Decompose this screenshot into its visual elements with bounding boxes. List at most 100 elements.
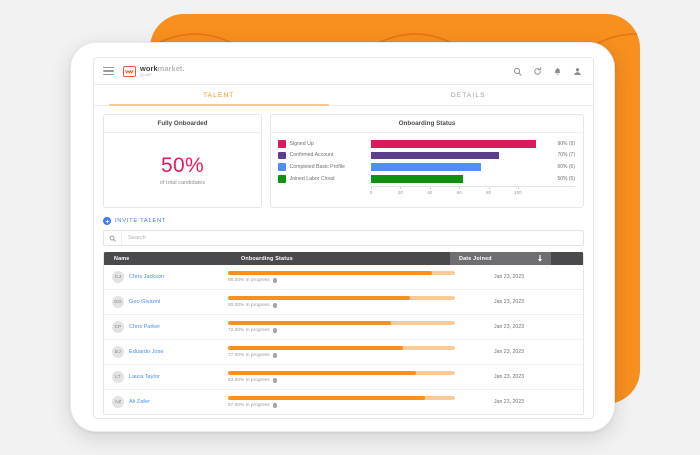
progress-caption: 90.00% In progress [228, 278, 455, 283]
legend-color-swatch [278, 163, 286, 171]
logo-subtitle: by ADP [140, 72, 152, 77]
search-icon [104, 231, 122, 245]
chart-plot-area: 90% (9) 70% (7) 60% (6) 50% (5) 0 20 40 60 80 10… [369, 139, 575, 205]
user-account-icon[interactable] [573, 67, 582, 76]
progress-status-text: 77.00% In progress [228, 352, 270, 358]
search-input[interactable] [122, 234, 583, 242]
chart-bar-track [371, 175, 554, 183]
chart-bar-value-label: 70% (7) [557, 152, 575, 159]
legend-item: Completed Basic Profile [278, 163, 371, 171]
talent-name-link[interactable]: Eduardo Jose [129, 349, 164, 355]
history-icon[interactable] [533, 66, 542, 76]
hamburger-menu-icon[interactable] [103, 66, 114, 76]
chart-bar-value-label: 60% (6) [557, 164, 575, 171]
cell-name: GG Geo Givanni [104, 296, 228, 308]
chart-bar [371, 163, 482, 171]
cell-name: AZ Ali Zafer [104, 396, 228, 408]
legend-item: Joined Labor Cloud [278, 175, 371, 183]
progress-bar-track [228, 371, 455, 375]
workmarket-logo: workmarket. by ADP [123, 65, 185, 77]
info-icon[interactable] [272, 328, 278, 333]
legend-color-swatch [278, 175, 286, 183]
column-header-date-joined[interactable]: Date Joined [450, 252, 551, 265]
legend-color-swatch [278, 151, 286, 160]
talent-name-link[interactable]: Chris Parker [129, 324, 161, 330]
fully-onboarded-card: Fully Onboarded 50% of total candidates [103, 114, 262, 208]
chart-bar-row: 60% (6) [371, 163, 575, 171]
column-header-name[interactable]: Name [114, 255, 130, 262]
cell-date-joined: Jan 23, 2023 [494, 374, 524, 380]
notification-bell-icon[interactable] [553, 67, 562, 76]
chart-bar [371, 140, 537, 148]
table-row[interactable]: AZ Ali Zafer 87.00% In progress Jan 23, 202… [104, 390, 583, 414]
axis-tick [517, 186, 519, 189]
legend-label: Signed Up [289, 140, 314, 147]
axis-tick-label: 80 [485, 190, 492, 196]
info-icon[interactable] [272, 278, 278, 283]
table-row[interactable]: CP Chris Parker 72.00% In progress Jan 23, … [104, 315, 583, 340]
chart-bar [371, 151, 500, 160]
app-header-bar: workmarket. by ADP [94, 58, 593, 85]
table-body: CJ Chris Jackson 90.00% In progress Jan 23,… [104, 265, 583, 414]
axis-tick-label: 20 [397, 190, 403, 196]
avatar: GG [112, 296, 124, 308]
talent-name-link[interactable]: Laura Taylor [129, 374, 160, 380]
progress-status-text: 80.00% In progress [228, 302, 270, 308]
legend-label: Completed Basic Profile [289, 164, 345, 171]
talent-name-link[interactable]: Chris Jackson [129, 274, 165, 280]
info-icon[interactable] [272, 303, 278, 308]
axis-tick-label: 0 [369, 190, 373, 196]
info-icon[interactable] [272, 403, 278, 408]
tab-details[interactable]: DETAILS [450, 92, 486, 99]
info-icon[interactable] [272, 353, 278, 358]
app-screen: workmarket. by ADP [93, 57, 594, 419]
talent-table: Name Onboarding Status Date Joined CJ Chr… [103, 252, 584, 415]
progress-bar-fill [228, 371, 417, 375]
search-bar[interactable] [103, 230, 584, 246]
progress-caption: 72.00% In progress [228, 328, 455, 333]
cell-date-joined: Jan 23, 2023 [494, 349, 524, 355]
chart-bars: 90% (9) 70% (7) 60% (6) 50% (5) [371, 140, 575, 183]
table-row[interactable]: GG Geo Givanni 80.00% In progress Jan 23, 2… [104, 290, 583, 315]
cell-name: CP Chris Parker [104, 321, 228, 333]
legend-label: Joined Labor Cloud [289, 175, 335, 182]
invite-talent-button[interactable]: INVITE TALENT [103, 217, 584, 225]
main-tab-bar: TALENT DETAILS [94, 85, 593, 106]
axis-tick-label: 40 [427, 190, 433, 196]
progress-status-text: 87.00% In progress [228, 402, 270, 408]
progress-status-text: 72.00% In progress [228, 327, 270, 333]
progress-bar-fill [228, 271, 433, 275]
workmarket-mark-icon [123, 65, 136, 77]
progress-bar-track [228, 346, 455, 350]
cell-date-joined: Jan 23, 2023 [494, 299, 524, 305]
axis-tick [459, 186, 461, 189]
cell-name: CJ Chris Jackson [104, 271, 228, 283]
chart-x-axis: 0 20 40 60 80 100 [369, 185, 575, 198]
cell-onboarding-status: 72.00% In progress [228, 321, 467, 333]
progress-bar-fill [228, 346, 403, 350]
progress-bar-fill [228, 296, 410, 300]
progress-status-text: 90.00% In progress [228, 277, 270, 283]
talent-name-link[interactable]: Ali Zafer [129, 399, 150, 405]
column-header-onboarding-status[interactable]: Onboarding Status [241, 255, 293, 262]
progress-bar-track [228, 296, 455, 300]
progress-bar-track [228, 271, 455, 275]
header-icon-group [513, 66, 584, 76]
tab-talent[interactable]: TALENT [94, 85, 344, 106]
avatar: EJ [112, 346, 124, 358]
cell-onboarding-status: 77.00% In progress [228, 346, 467, 358]
table-row[interactable]: EJ Eduardo Jose 77.00% In progress Jan 23, … [104, 340, 583, 365]
cell-onboarding-status: 83.00% In progress [228, 371, 467, 383]
page-content: Fully Onboarded 50% of total candidates … [94, 106, 593, 415]
talent-name-link[interactable]: Geo Givanni [129, 299, 161, 305]
axis-tick [429, 186, 431, 189]
plus-circle-icon [103, 217, 111, 225]
info-icon[interactable] [272, 378, 278, 383]
table-row[interactable]: CJ Chris Jackson 90.00% In progress Jan 23,… [104, 265, 583, 290]
invite-talent-label: INVITE TALENT [115, 218, 167, 224]
avatar: LT [112, 371, 124, 383]
table-row[interactable]: LT Laura Taylor 83.00% In progress Jan 23, … [104, 365, 583, 390]
progress-caption: 77.00% In progress [228, 353, 455, 358]
search-icon[interactable] [513, 67, 522, 76]
avatar: AZ [112, 396, 124, 408]
